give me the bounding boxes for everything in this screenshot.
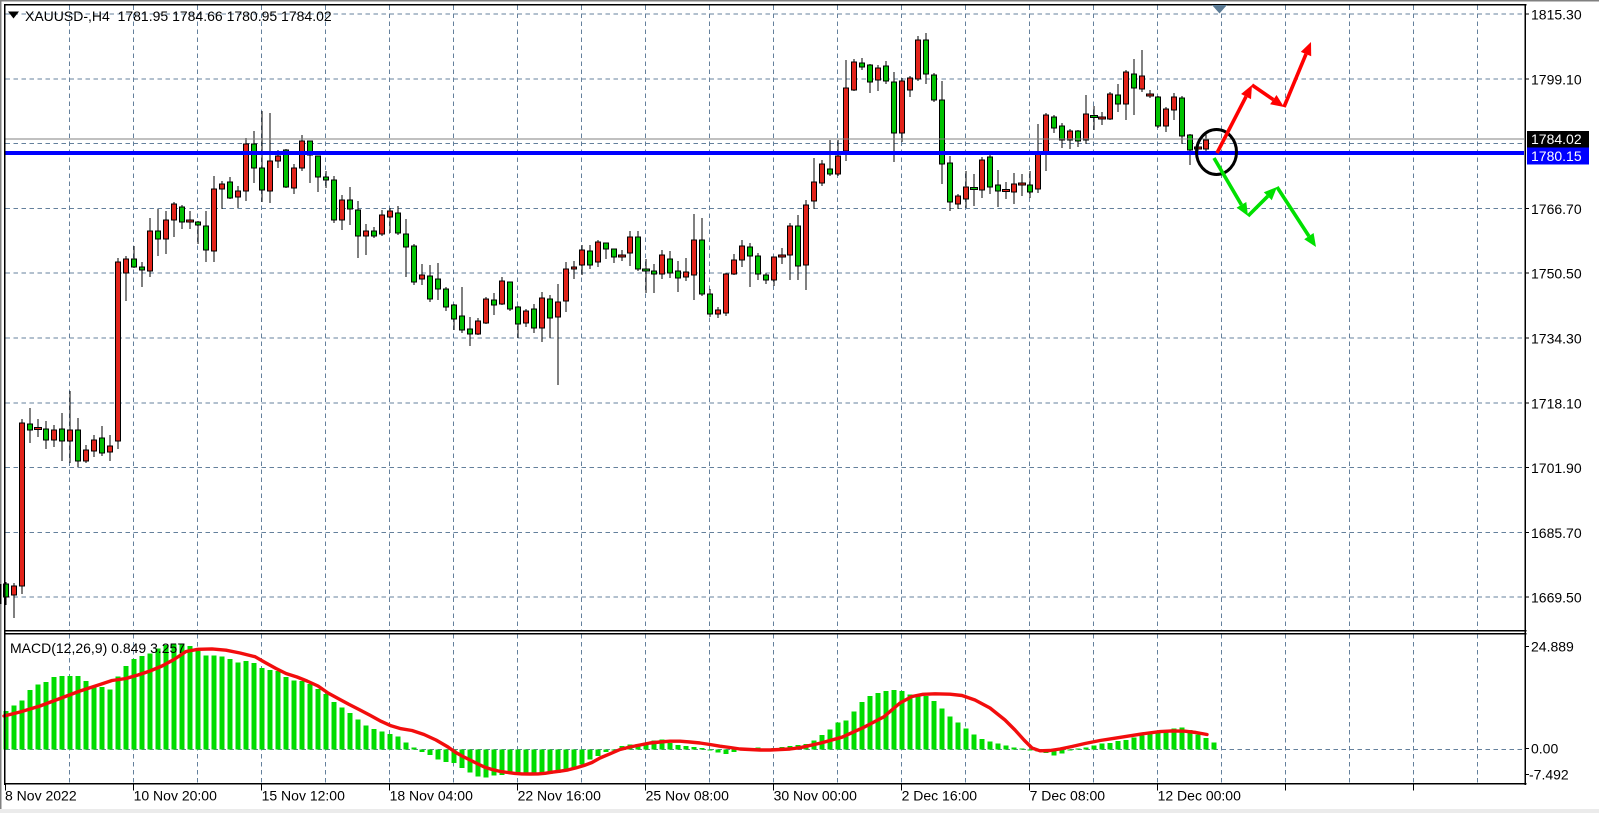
svg-text:2 Dec 16:00: 2 Dec 16:00 bbox=[902, 788, 978, 804]
svg-text:1784.02: 1784.02 bbox=[1531, 131, 1582, 147]
svg-text:XAUUSD-,H4 1781.95 1784.66 17: XAUUSD-,H4 1781.95 1784.66 1780.95 1784.… bbox=[25, 8, 332, 24]
svg-text:1685.70: 1685.70 bbox=[1531, 525, 1582, 541]
svg-text:0.00: 0.00 bbox=[1531, 741, 1558, 757]
svg-text:24.889: 24.889 bbox=[1531, 639, 1574, 655]
svg-text:1734.30: 1734.30 bbox=[1531, 331, 1582, 347]
svg-text:1780.15: 1780.15 bbox=[1531, 148, 1582, 164]
svg-text:MACD(12,26,9) 0.849 3.257: MACD(12,26,9) 0.849 3.257 bbox=[10, 640, 185, 656]
svg-text:8 Nov 2022: 8 Nov 2022 bbox=[5, 788, 77, 804]
svg-text:18 Nov 04:00: 18 Nov 04:00 bbox=[390, 788, 473, 804]
svg-text:1815.30: 1815.30 bbox=[1531, 7, 1582, 23]
svg-text:22 Nov 16:00: 22 Nov 16:00 bbox=[518, 788, 601, 804]
svg-text:1718.10: 1718.10 bbox=[1531, 395, 1582, 411]
svg-text:12 Dec 00:00: 12 Dec 00:00 bbox=[1158, 788, 1241, 804]
svg-text:1799.10: 1799.10 bbox=[1531, 71, 1582, 87]
svg-text:7 Dec 08:00: 7 Dec 08:00 bbox=[1030, 788, 1106, 804]
svg-text:1766.70: 1766.70 bbox=[1531, 201, 1582, 217]
svg-text:10 Nov 20:00: 10 Nov 20:00 bbox=[134, 788, 217, 804]
svg-text:25 Nov 08:00: 25 Nov 08:00 bbox=[646, 788, 729, 804]
svg-text:1701.90: 1701.90 bbox=[1531, 460, 1582, 476]
svg-text:30 Nov 00:00: 30 Nov 00:00 bbox=[774, 788, 857, 804]
svg-text:-7.492: -7.492 bbox=[1529, 767, 1569, 783]
svg-text:1750.50: 1750.50 bbox=[1531, 266, 1582, 282]
svg-text:15 Nov 12:00: 15 Nov 12:00 bbox=[262, 788, 345, 804]
svg-text:1669.50: 1669.50 bbox=[1531, 590, 1582, 606]
